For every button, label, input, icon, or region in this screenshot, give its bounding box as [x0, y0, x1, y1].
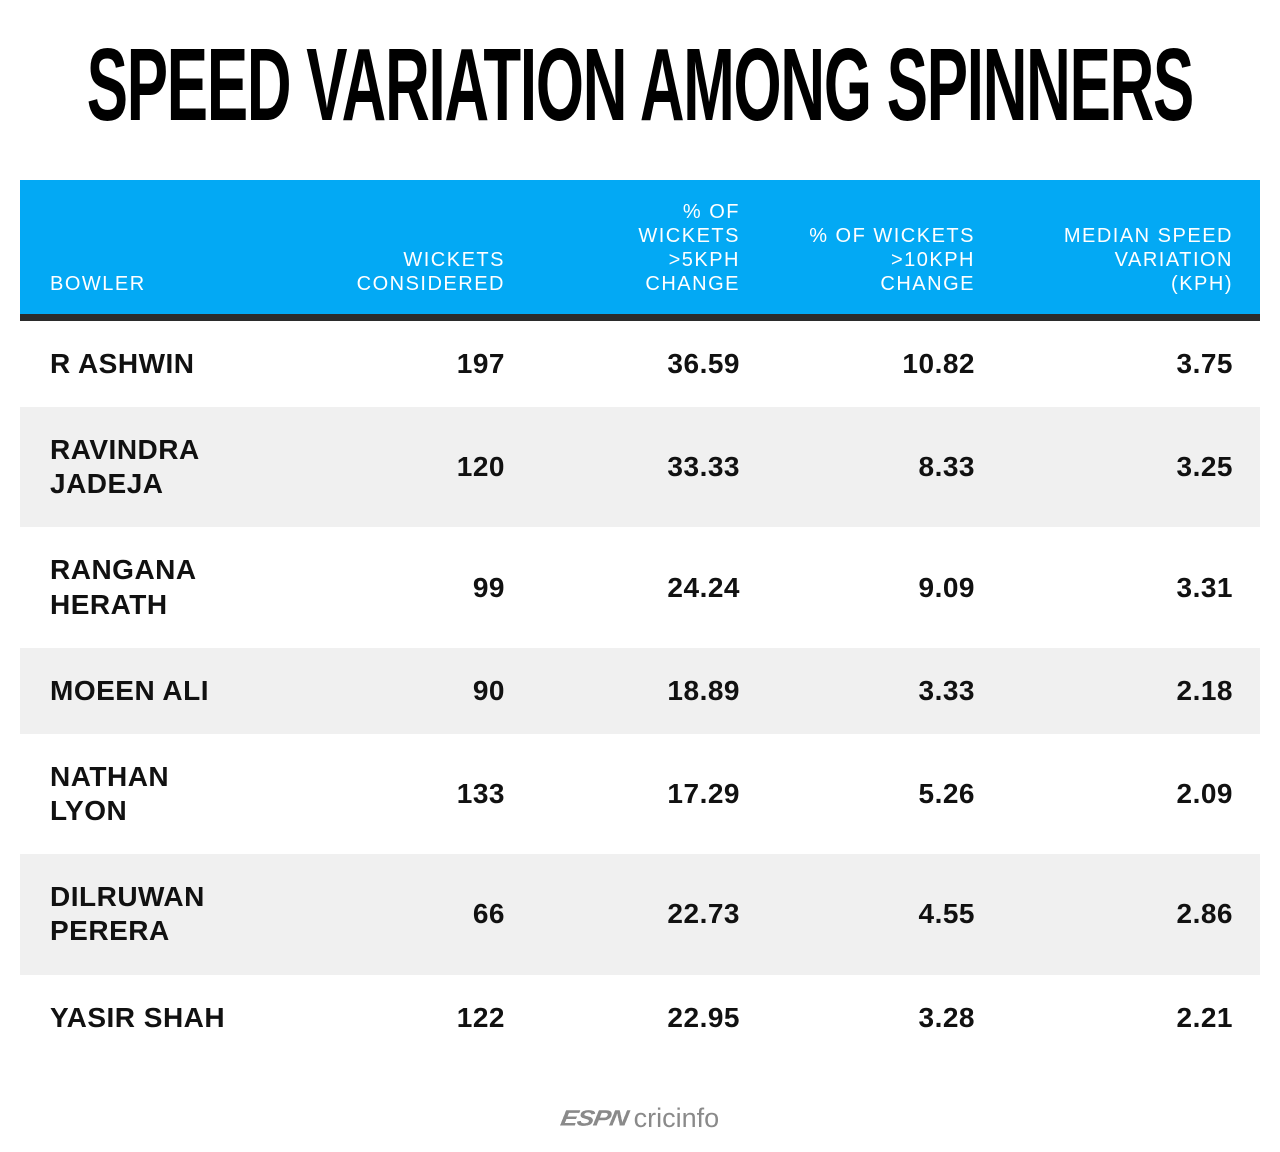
pct-5kph-cell: 17.29 — [667, 778, 740, 810]
bowler-name-cell: MOEEN ALI — [50, 674, 210, 706]
cricinfo-logo: cricinfo — [633, 1102, 720, 1133]
table-row: NATHAN LYON 133 17.29 5.26 2.09 — [20, 734, 1260, 854]
wickets-cell: 66 — [472, 898, 505, 930]
table-header: BOWLER WICKETS CONSIDERED % OF WICKETS >… — [20, 180, 1260, 321]
pct-10kph-cell: 5.26 — [918, 778, 975, 810]
column-header-median-speed: MEDIAN SPEED VARIATION (KPH) — [975, 180, 1260, 321]
median-speed-cell: 2.09 — [1176, 778, 1233, 810]
spinners-table: BOWLER WICKETS CONSIDERED % OF WICKETS >… — [20, 180, 1260, 1061]
table-row: RAVINDRA JADEJA 120 33.33 8.33 3.25 — [20, 407, 1260, 528]
column-header-pct-5kph: % OF WICKETS >5KPH CHANGE — [505, 180, 740, 321]
pct-10kph-cell: 8.33 — [918, 451, 975, 483]
page-title-text: SPEED VARIATION AMONG SPINNERS — [86, 26, 1194, 142]
wickets-cell: 90 — [472, 674, 505, 706]
pct-10kph-cell: 3.33 — [918, 674, 975, 706]
bowler-name-cell: YASIR SHAH — [50, 1001, 226, 1033]
bowler-name-cell: NATHAN LYON — [50, 760, 170, 827]
median-speed-cell: 3.31 — [1176, 571, 1233, 603]
pct-5kph-cell: 18.89 — [667, 674, 740, 706]
pct-10kph-cell: 10.82 — [902, 348, 975, 379]
column-header-wickets-considered: WICKETS CONSIDERED — [270, 180, 505, 321]
pct-10kph-cell: 3.28 — [918, 1001, 975, 1033]
pct-5kph-cell: 24.24 — [667, 571, 740, 603]
pct-10kph-cell: 9.09 — [918, 571, 975, 603]
footer: ESPN cricinfo — [0, 1102, 1280, 1133]
table-row: YASIR SHAH 122 22.95 3.28 2.21 — [20, 975, 1260, 1061]
median-speed-cell: 2.86 — [1176, 898, 1233, 930]
bowler-name-cell: DILRUWAN PERERA — [50, 881, 205, 947]
bowler-name-cell: RAVINDRA JADEJA — [50, 434, 200, 500]
wickets-cell: 120 — [456, 451, 505, 483]
wickets-cell: 197 — [456, 348, 505, 379]
page-title: SPEED VARIATION AMONG SPINNERS — [0, 28, 1280, 140]
table-body: R ASHWIN 197 36.59 10.82 3.75 RAVINDRA J… — [20, 318, 1260, 1061]
bowler-name-cell: RANGANA HERATH — [50, 554, 197, 620]
pct-5kph-cell: 33.33 — [667, 451, 740, 483]
espn-logo: ESPN — [558, 1105, 630, 1131]
table-row: MOEEN ALI 90 18.89 3.33 2.18 — [20, 647, 1260, 734]
median-speed-cell: 2.18 — [1176, 674, 1233, 706]
wickets-cell: 133 — [456, 778, 505, 810]
median-speed-cell: 3.25 — [1176, 451, 1233, 483]
table-row: DILRUWAN PERERA 66 22.73 4.55 2.86 — [20, 854, 1260, 975]
column-header-bowler: BOWLER — [20, 180, 270, 321]
median-speed-cell: 3.75 — [1176, 348, 1233, 379]
table-row: R ASHWIN 197 36.59 10.82 3.75 — [20, 318, 1260, 408]
median-speed-cell: 2.21 — [1176, 1001, 1233, 1033]
pct-10kph-cell: 4.55 — [918, 898, 975, 930]
wickets-cell: 122 — [456, 1001, 505, 1033]
pct-5kph-cell: 22.95 — [667, 1001, 740, 1033]
bowler-name-cell: R ASHWIN — [50, 348, 195, 379]
table-header-row: BOWLER WICKETS CONSIDERED % OF WICKETS >… — [20, 180, 1260, 321]
column-header-pct-10kph: % OF WICKETS >10KPH CHANGE — [740, 180, 975, 321]
wickets-cell: 99 — [472, 571, 505, 603]
pct-5kph-cell: 22.73 — [667, 898, 740, 930]
pct-5kph-cell: 36.59 — [667, 348, 740, 379]
table-row: RANGANA HERATH 99 24.24 9.09 3.31 — [20, 527, 1260, 647]
infographic-page: SPEED VARIATION AMONG SPINNERS BOWLER WI… — [0, 28, 1280, 1132]
